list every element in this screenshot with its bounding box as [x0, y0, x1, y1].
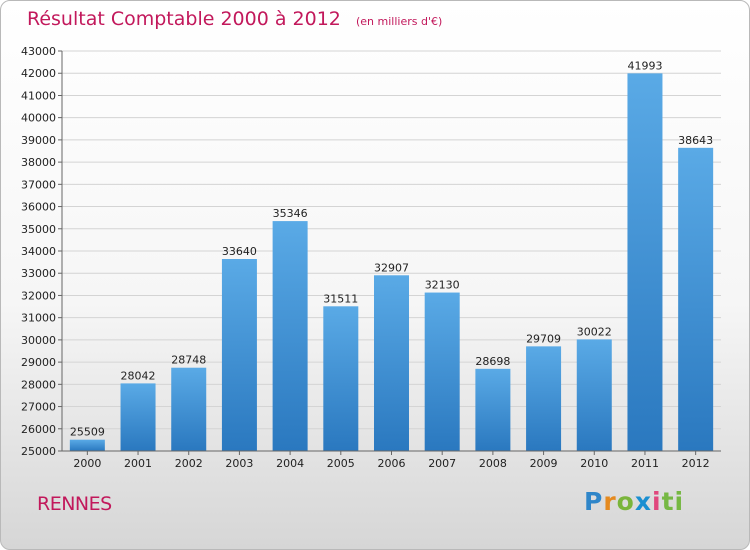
bar-2005 [323, 306, 359, 451]
bar-2007 [424, 292, 460, 451]
y-tick-label: 33000 [21, 267, 56, 280]
bar-value-label: 25509 [70, 426, 105, 439]
y-tick-label: 27000 [21, 401, 56, 414]
y-tick-label: 37000 [21, 178, 56, 191]
bar-2012 [678, 147, 714, 452]
y-tick-label: 28000 [21, 378, 56, 391]
x-tick-label: 2005 [327, 457, 355, 470]
y-tick-label: 35000 [21, 223, 56, 236]
x-tick-label: 2001 [124, 457, 152, 470]
chart-title: Résultat Comptable 2000 à 2012 (en milli… [27, 8, 442, 30]
y-tick-label: 43000 [21, 45, 56, 58]
city-name: RENNES [37, 493, 112, 515]
x-tick-label: 2008 [479, 457, 507, 470]
bar-value-label: 33640 [222, 245, 257, 258]
bar-2010 [576, 339, 612, 451]
bar-value-label: 28042 [121, 369, 156, 382]
bar-2006 [374, 275, 409, 451]
y-tick-label: 39000 [21, 134, 56, 147]
logo-letter: ti [661, 487, 685, 516]
x-tick-labels: 2000 2001 2002 2003 2004 2005 2006 2007 2008 2009… [73, 457, 709, 470]
chart-title-main: Résultat Comptable 2000 à 2012 [27, 8, 341, 30]
bar-value-label: 29709 [526, 332, 561, 345]
bar-2002 [171, 367, 207, 451]
y-tick-label: 29000 [21, 356, 56, 369]
x-tick-label: 2003 [225, 457, 253, 470]
y-tick-label: 38000 [21, 156, 56, 169]
bar-value-label: 41993 [627, 59, 662, 72]
bar-2001 [120, 383, 156, 451]
axes [61, 51, 721, 455]
logo-letter: r [603, 487, 617, 516]
bar-value-label: 28698 [475, 355, 510, 368]
y-tick-label: 40000 [21, 112, 56, 125]
y-tick-label: 31000 [21, 312, 56, 325]
x-tick-label: 2011 [631, 457, 659, 470]
bar-2000 [69, 439, 105, 451]
x-tick-label: 2009 [530, 457, 558, 470]
proxiti-logo[interactable]: Proxiti [584, 487, 684, 516]
y-tick-label: 42000 [21, 67, 56, 80]
y-tick-label: 41000 [21, 89, 56, 102]
y-tick-label: 30000 [21, 334, 56, 347]
y-tick-label: 32000 [21, 289, 56, 302]
y-tick-label: 25000 [21, 445, 56, 458]
bar-value-label: 32907 [374, 261, 409, 274]
y-tick-label: 26000 [21, 423, 56, 436]
bar-value-label: 30022 [577, 325, 612, 338]
x-tick-label: 2006 [378, 457, 406, 470]
y-tick-label: 34000 [21, 245, 56, 258]
bars [69, 73, 714, 452]
bar-2004 [272, 221, 308, 451]
bar-2003 [221, 259, 257, 451]
x-tick-label: 2012 [682, 457, 710, 470]
y-tick-labels: 25000 26000 27000 28000 29000 30000 31000 32000… [21, 45, 56, 458]
x-tick-label: 2004 [276, 457, 304, 470]
logo-letter: x [634, 487, 652, 516]
x-tick-label: 2000 [73, 457, 101, 470]
bar-2008 [475, 368, 511, 451]
bar-2009 [526, 346, 562, 451]
x-tick-label: 2010 [580, 457, 608, 470]
logo-letter: i [652, 487, 662, 516]
bar-value-label: 28748 [171, 354, 206, 367]
bar-2011 [627, 73, 663, 451]
bar-value-label: 35346 [273, 207, 308, 220]
y-tick-label: 36000 [21, 201, 56, 214]
bar-value-label: 32130 [425, 279, 460, 292]
x-tick-label: 2002 [175, 457, 203, 470]
chart-title-unit: (en milliers d'€) [355, 15, 443, 28]
logo-letter: P [584, 487, 604, 516]
logo-letter: o [616, 487, 635, 516]
bar-value-label: 31511 [323, 292, 358, 305]
x-tick-label: 2007 [428, 457, 456, 470]
bar-value-label: 38643 [678, 134, 713, 147]
bar-value-labels: 25509 28042 28748 33640 35346 31511 32907 32130… [70, 59, 713, 438]
